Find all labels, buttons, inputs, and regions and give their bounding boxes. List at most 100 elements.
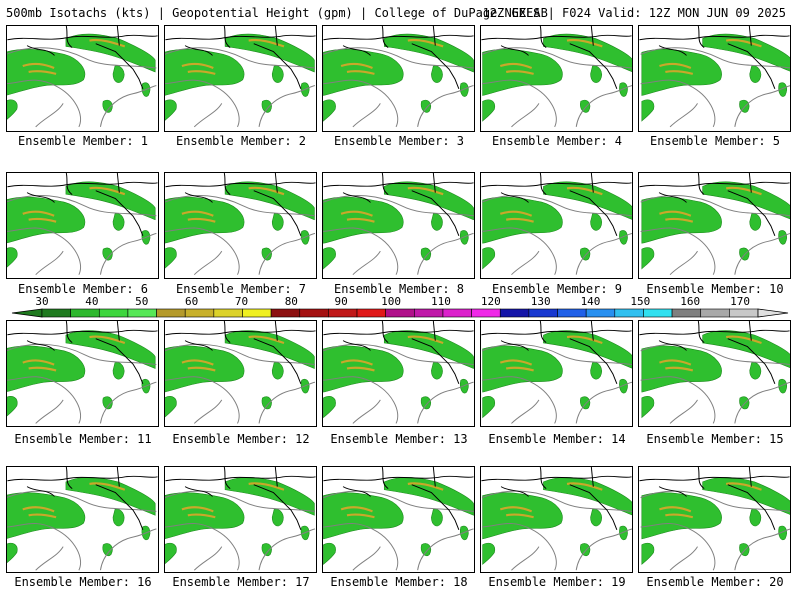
wind-fill-area — [641, 99, 655, 122]
map-boundaries — [323, 26, 474, 89]
jet-core — [499, 506, 533, 513]
geopotential-contour — [481, 79, 557, 128]
geopotential-contour — [640, 523, 716, 571]
jet-core — [340, 506, 373, 513]
isotach-fill — [7, 330, 156, 417]
boundary-line — [184, 486, 213, 497]
boundary-line — [65, 467, 73, 489]
geopotential-contour — [35, 250, 64, 276]
boundary-line — [274, 467, 278, 487]
jet-core — [22, 210, 55, 217]
boundary-line — [323, 475, 474, 482]
boundary-line — [727, 43, 776, 89]
boundary-line — [481, 329, 632, 336]
colorbar-swatch — [356, 308, 386, 318]
colorbar-swatch — [414, 308, 444, 318]
colorbar-tick-label: 60 — [184, 295, 199, 308]
geopotential-contour — [323, 227, 399, 275]
colorbar-swatch — [700, 308, 730, 318]
boundary-line — [590, 26, 594, 46]
boundary-line — [639, 181, 790, 188]
jet-core — [726, 335, 762, 345]
geopotential-contour — [7, 227, 81, 275]
ensemble-member-map — [6, 320, 159, 427]
geopotential-contour — [7, 490, 157, 512]
boundary-line — [381, 467, 389, 489]
wind-fill-area — [580, 543, 591, 557]
boundary-line — [411, 484, 460, 530]
wind-fill-area — [431, 213, 443, 231]
boundary-line — [539, 173, 547, 195]
ensemble-member-label: Ensemble Member: 13 — [330, 432, 468, 446]
wind-fill-area — [112, 508, 125, 527]
jet-core — [340, 62, 373, 70]
geopotential-contour — [481, 523, 557, 571]
boundary-line — [639, 329, 790, 336]
ensemble-member-label: Ensemble Member: 4 — [491, 134, 623, 148]
colorbar-tick-label: 30 — [35, 295, 49, 308]
boundary-line — [590, 321, 594, 341]
geopotential-contour — [734, 233, 790, 275]
jet-core — [499, 210, 533, 217]
boundary-line — [432, 321, 436, 341]
boundary-line — [165, 329, 316, 336]
boundary-line — [223, 26, 231, 48]
map-boundaries — [481, 173, 632, 236]
colorbar-tick-label: 40 — [85, 295, 99, 308]
wind-fill-area — [420, 396, 431, 410]
ensemble-member-label: Ensemble Member: 10 — [646, 282, 784, 296]
jet-core — [659, 210, 692, 217]
wind-fill-area — [431, 508, 443, 527]
boundary-line — [748, 173, 752, 193]
geopotential-contour — [7, 343, 157, 366]
geopotential-contour — [165, 79, 240, 128]
boundary-line — [65, 321, 73, 343]
jet-core — [726, 482, 762, 491]
boundary-line — [381, 173, 389, 195]
height-contours — [165, 343, 316, 424]
boundary-line — [165, 34, 316, 41]
jet-core — [340, 359, 373, 366]
wind-fill-area — [271, 213, 284, 231]
jet-core — [505, 217, 534, 223]
jet-core — [89, 186, 126, 196]
wind-fill-area — [102, 543, 113, 557]
colorbar-swatch — [270, 308, 301, 318]
wind-fill-area — [224, 477, 315, 516]
colorbar-tick-label: 70 — [234, 295, 249, 308]
jet-core — [346, 217, 375, 223]
jet-core — [566, 482, 603, 491]
geopotential-contour — [511, 250, 540, 276]
boundary-line — [411, 338, 460, 384]
wind-fill-area — [749, 213, 762, 231]
ensemble-member-map — [638, 172, 791, 279]
boundary-line — [539, 26, 547, 48]
wind-fill-area — [420, 99, 431, 113]
geopotential-contour — [7, 523, 81, 571]
boundary-line — [569, 43, 618, 89]
boundary-line — [727, 338, 776, 384]
ensemble-member-label: Ensemble Member: 16 — [14, 575, 152, 589]
map-canvas — [7, 467, 158, 571]
wind-fill-area — [590, 508, 602, 527]
boundary-line — [223, 321, 231, 343]
geopotential-contour — [7, 79, 81, 128]
map-canvas — [639, 467, 790, 571]
height-contours — [323, 343, 474, 424]
boundary-line — [569, 484, 618, 530]
boundary-line — [342, 486, 371, 497]
ensemble-member-map — [322, 172, 475, 279]
isotach-fill — [641, 181, 790, 270]
geopotential-contour — [323, 490, 474, 512]
wind-fill-area — [580, 396, 591, 410]
colorbar-swatch — [442, 308, 472, 318]
wind-fill-area — [482, 99, 496, 122]
jet-core — [28, 217, 57, 223]
boundary-line — [381, 26, 389, 48]
height-contours — [7, 195, 157, 276]
geopotential-contour — [99, 528, 157, 571]
jet-core — [505, 366, 534, 372]
boundary-line — [323, 181, 474, 188]
isotach-fill — [641, 33, 790, 122]
geopotential-contour — [417, 528, 474, 571]
